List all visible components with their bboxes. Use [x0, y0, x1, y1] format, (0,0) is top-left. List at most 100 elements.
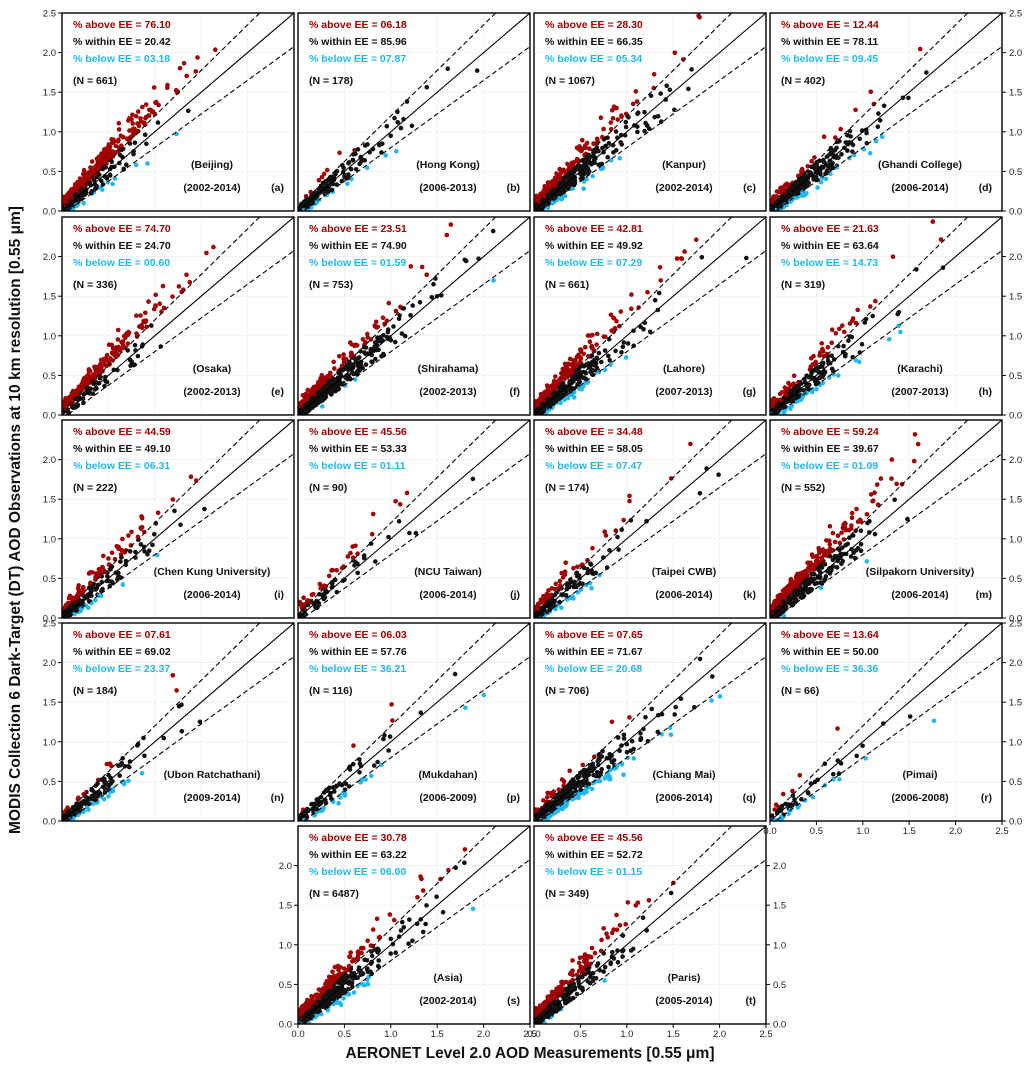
- point-above: [615, 117, 620, 122]
- point-below: [584, 582, 589, 588]
- ee-upper-line: [298, 13, 497, 208]
- point-above: [109, 342, 114, 348]
- y-tick-label: 0.5: [43, 167, 56, 178]
- y-tick-label: 0.5: [1009, 167, 1022, 178]
- panel-frame: [769, 216, 1003, 416]
- point-above: [139, 325, 145, 331]
- point-above: [348, 550, 353, 556]
- n-count-label: (N = 90): [309, 482, 347, 494]
- point-above: [553, 374, 558, 379]
- panel-b: % above EE = 06.18% within EE = 85.96% b…: [297, 12, 531, 212]
- one-to-one-line: [534, 13, 766, 211]
- panel-letter: (d): [979, 182, 992, 194]
- point-within: [346, 172, 351, 177]
- point-within: [803, 584, 808, 589]
- point-within: [850, 354, 855, 360]
- panel-frame: [769, 419, 1003, 619]
- point-above: [109, 763, 114, 769]
- point-above: [833, 135, 838, 140]
- point-above: [149, 109, 155, 115]
- panel-d: 0.00.51.01.52.02.5% above EE = 12.44% wi…: [769, 9, 1022, 218]
- point-within: [132, 342, 138, 348]
- point-within: [802, 579, 808, 584]
- point-within: [834, 554, 839, 559]
- point-above: [594, 136, 600, 142]
- ee-upper-line: [770, 13, 969, 208]
- point-above: [629, 292, 634, 297]
- y-tick-label: 1.5: [1009, 88, 1022, 99]
- point-within: [122, 764, 128, 769]
- n-count-label: (N = 402): [781, 75, 825, 87]
- point-above: [129, 117, 134, 122]
- point-above: [567, 163, 572, 169]
- point-below: [557, 195, 562, 201]
- point-below: [589, 585, 594, 591]
- point-within: [652, 297, 658, 303]
- point-within: [806, 578, 812, 583]
- panel-frame: [61, 419, 295, 619]
- point-within: [813, 163, 818, 169]
- point-within: [804, 384, 810, 389]
- point-above: [801, 570, 806, 575]
- point-above: [535, 607, 540, 612]
- panel-k: % above EE = 34.48% within EE = 58.05% b…: [533, 419, 767, 619]
- point-above: [540, 193, 545, 199]
- point-above: [386, 300, 392, 306]
- point-above: [853, 320, 859, 326]
- point-below: [818, 179, 824, 185]
- panel-letter: (f): [510, 386, 521, 398]
- point-above: [322, 375, 328, 381]
- point-above: [911, 458, 917, 464]
- point-below: [867, 150, 873, 156]
- point-within: [563, 384, 568, 390]
- period-label: (2006-2014): [891, 182, 948, 194]
- point-above: [857, 517, 863, 523]
- point-above: [590, 545, 595, 551]
- point-within: [865, 520, 870, 526]
- point-within: [848, 554, 854, 559]
- point-within: [490, 228, 496, 234]
- point-below: [352, 377, 358, 382]
- point-above: [608, 127, 614, 132]
- y-tick-label: 1.0: [1009, 331, 1022, 342]
- point-above: [829, 340, 834, 346]
- point-within: [135, 353, 141, 359]
- ee-lower-line: [66, 46, 294, 211]
- point-above: [587, 146, 592, 151]
- point-above: [108, 356, 113, 361]
- pct-below-label: % below EE = 07.29: [545, 257, 642, 269]
- point-above: [174, 688, 179, 693]
- point-within: [398, 125, 404, 131]
- point-within: [858, 542, 864, 547]
- point-within: [848, 134, 853, 139]
- point-within: [686, 86, 691, 92]
- point-above: [601, 334, 607, 339]
- point-below: [106, 794, 111, 799]
- point-within: [153, 521, 159, 526]
- point-above: [546, 588, 551, 593]
- point-above: [601, 126, 606, 132]
- point-above: [130, 112, 135, 118]
- point-above: [139, 514, 144, 519]
- point-below: [349, 176, 354, 182]
- y-tick-label: 2.0: [43, 48, 56, 59]
- point-above: [672, 50, 678, 56]
- period-label: (2002-2014): [183, 182, 240, 194]
- point-within: [635, 110, 641, 115]
- point-above: [565, 368, 570, 373]
- point-below: [110, 181, 115, 187]
- point-within: [656, 290, 662, 296]
- point-within: [830, 557, 836, 563]
- point-above: [586, 354, 591, 359]
- point-above: [308, 598, 313, 604]
- point-above: [128, 543, 134, 548]
- point-within: [616, 547, 621, 552]
- point-above: [850, 316, 856, 321]
- point-above: [827, 538, 832, 544]
- point-above: [552, 182, 557, 188]
- point-within: [470, 476, 476, 482]
- point-below: [553, 606, 558, 612]
- point-within: [642, 128, 647, 134]
- point-within: [172, 508, 177, 514]
- point-above: [585, 333, 591, 338]
